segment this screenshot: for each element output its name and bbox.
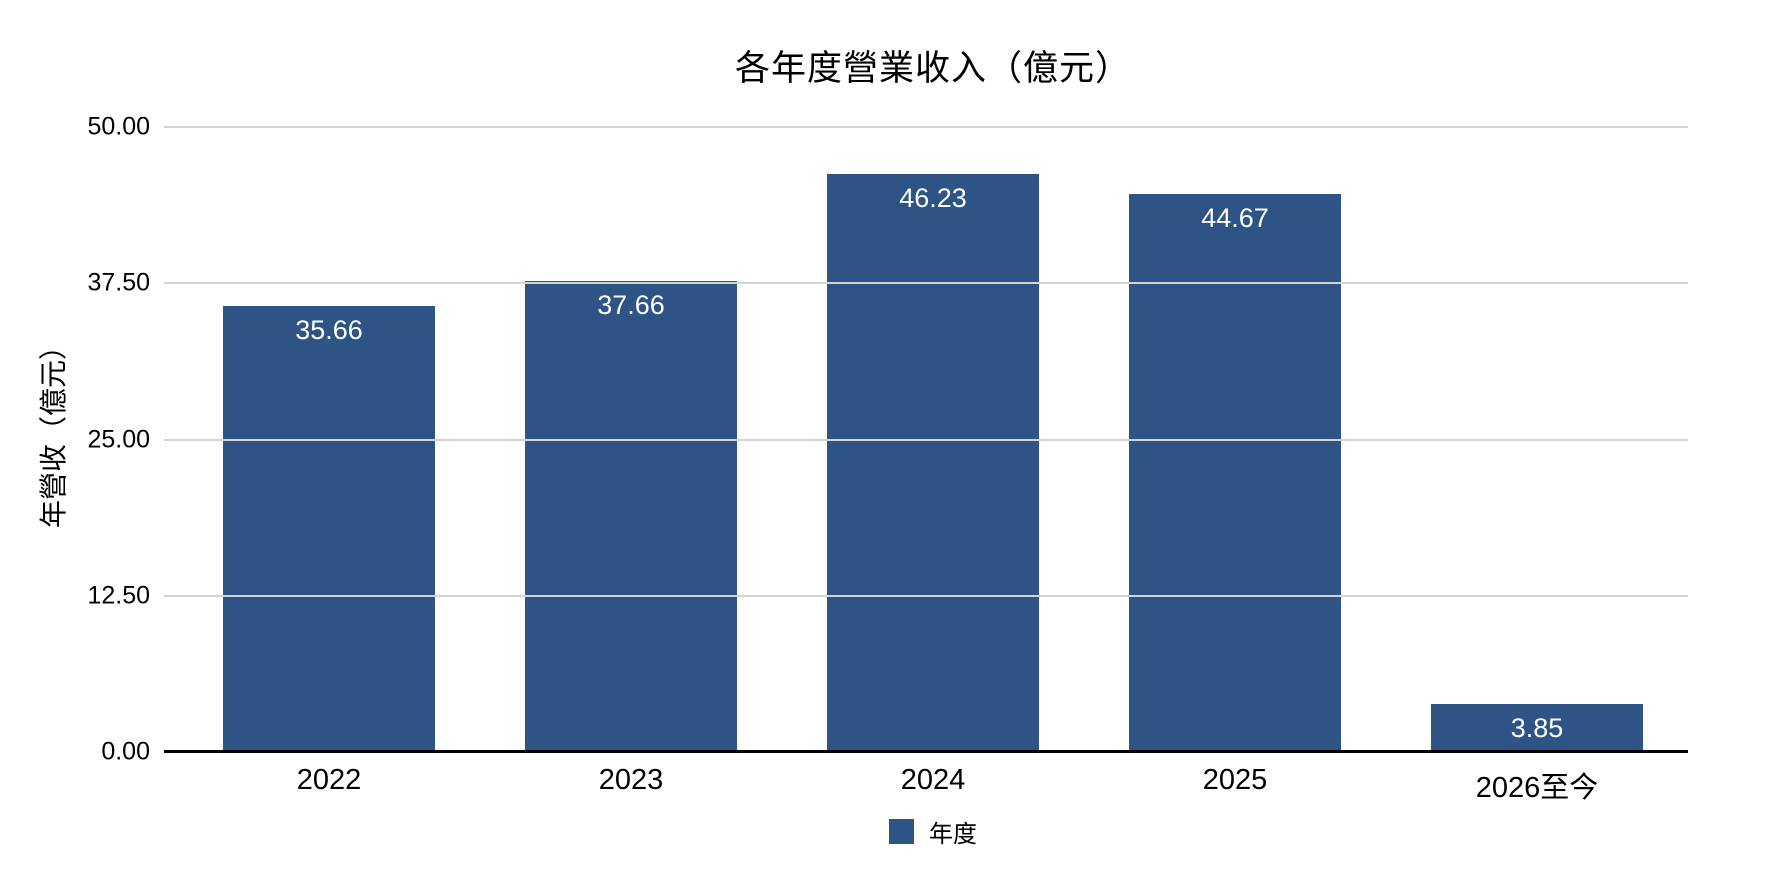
bar-2022: 35.66 <box>223 306 435 752</box>
x-axis-labels: 2022 2023 2024 2025 2026至今 <box>178 764 1688 806</box>
gridline <box>164 282 1688 285</box>
bar-value-label: 35.66 <box>295 315 363 346</box>
bar-slot: 46.23 <box>782 127 1084 752</box>
legend-swatch-icon <box>889 819 914 844</box>
bar-value-label: 46.23 <box>899 183 967 214</box>
bar-2024: 46.23 <box>827 174 1039 752</box>
bar-2025: 44.67 <box>1129 193 1341 752</box>
gridline <box>164 438 1688 441</box>
x-axis-line <box>164 750 1688 753</box>
x-tick-label: 2026至今 <box>1475 772 1599 804</box>
bar-value-label: 44.67 <box>1201 202 1269 233</box>
bar-slot: 37.66 <box>480 127 782 752</box>
y-tick-label: 0.00 <box>101 737 150 766</box>
gridline <box>164 126 1688 128</box>
bar-2026至今: 3.85 <box>1431 703 1643 752</box>
y-tick-label: 12.50 <box>87 581 150 610</box>
y-axis-title: 年營收（億元） <box>38 331 69 529</box>
chart-title: 各年度營業收入（億元） <box>734 49 1131 88</box>
bars-row: 35.66 37.66 46.23 44.67 3.85 <box>178 127 1688 752</box>
y-tick-label: 25.00 <box>87 425 150 453</box>
bar-slot: 3.85 <box>1386 127 1688 752</box>
bar-slot: 44.67 <box>1084 127 1386 752</box>
bar-2023: 37.66 <box>525 281 737 752</box>
gridline <box>164 594 1688 597</box>
bar-slot: 35.66 <box>178 127 480 752</box>
y-tick-label: 50.00 <box>87 112 150 141</box>
x-tick-label: 2024 <box>900 764 966 796</box>
bar-value-label: 37.66 <box>597 290 665 321</box>
bar-value-label: 3.85 <box>1510 712 1564 743</box>
legend-label: 年度 <box>929 821 977 848</box>
x-tick-label: 2022 <box>296 764 362 796</box>
legend: 年度 <box>178 814 1688 849</box>
x-tick-label: 2023 <box>598 764 664 796</box>
y-tick-label: 37.50 <box>87 268 150 297</box>
plot-area: 35.66 37.66 46.23 44.67 3.85 50.00 37.50 25.00… <box>87 113 1688 766</box>
x-tick-label: 2025 <box>1202 764 1268 796</box>
